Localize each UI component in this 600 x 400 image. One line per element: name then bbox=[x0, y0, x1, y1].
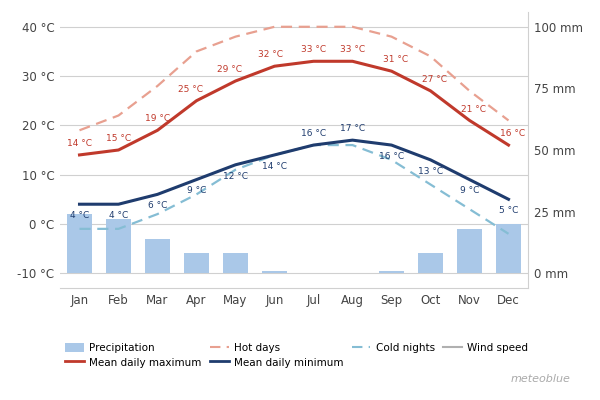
Text: 17 °C: 17 °C bbox=[340, 124, 365, 133]
Bar bbox=[106, 219, 131, 273]
Text: 19 °C: 19 °C bbox=[145, 114, 170, 123]
Text: 33 °C: 33 °C bbox=[340, 45, 365, 54]
Bar bbox=[184, 254, 209, 273]
Bar bbox=[262, 271, 287, 273]
Bar bbox=[223, 254, 248, 273]
Text: 12 °C: 12 °C bbox=[223, 172, 248, 181]
Text: 31 °C: 31 °C bbox=[383, 55, 408, 64]
Bar bbox=[496, 224, 521, 273]
Text: 33 °C: 33 °C bbox=[301, 45, 326, 54]
Bar bbox=[67, 214, 92, 273]
Bar bbox=[418, 254, 443, 273]
Text: 14 °C: 14 °C bbox=[262, 162, 287, 171]
Text: 29 °C: 29 °C bbox=[217, 65, 242, 74]
Text: 6 °C: 6 °C bbox=[148, 201, 167, 210]
Text: 16 °C: 16 °C bbox=[301, 129, 326, 138]
Text: 16 °C: 16 °C bbox=[500, 129, 525, 138]
Text: 27 °C: 27 °C bbox=[422, 75, 447, 84]
Text: 9 °C: 9 °C bbox=[187, 186, 206, 196]
Bar bbox=[457, 229, 482, 273]
Bar bbox=[145, 239, 170, 273]
Text: 4 °C: 4 °C bbox=[70, 211, 89, 220]
Text: 13 °C: 13 °C bbox=[418, 167, 443, 176]
Text: 5 °C: 5 °C bbox=[499, 206, 518, 215]
Text: 14 °C: 14 °C bbox=[67, 139, 92, 148]
Text: 9 °C: 9 °C bbox=[460, 186, 479, 196]
Text: 16 °C: 16 °C bbox=[379, 152, 404, 161]
Legend: Precipitation, Mean daily maximum, Hot days, Mean daily minimum, Cold nights, Wi: Precipitation, Mean daily maximum, Hot d… bbox=[65, 343, 528, 368]
Text: 21 °C: 21 °C bbox=[461, 104, 486, 114]
Bar bbox=[379, 271, 404, 273]
Text: 25 °C: 25 °C bbox=[178, 85, 203, 94]
Text: 15 °C: 15 °C bbox=[106, 134, 131, 143]
Text: 4 °C: 4 °C bbox=[109, 211, 128, 220]
Text: 32 °C: 32 °C bbox=[258, 50, 283, 59]
Text: meteoblue: meteoblue bbox=[510, 374, 570, 384]
